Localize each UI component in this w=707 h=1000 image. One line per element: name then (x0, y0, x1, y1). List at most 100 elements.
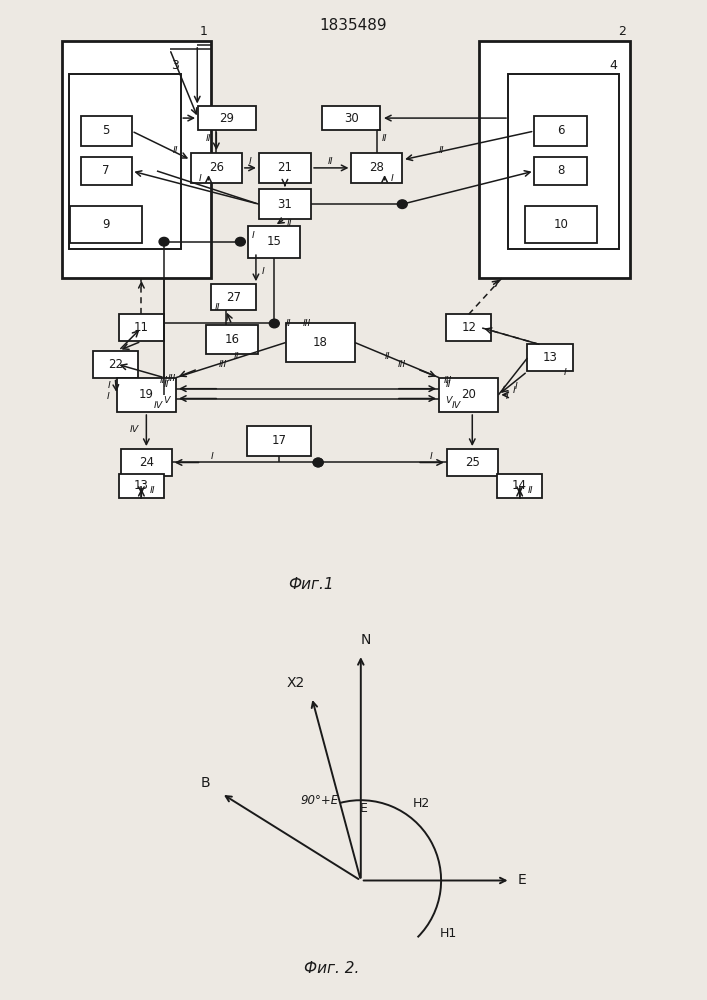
FancyBboxPatch shape (81, 116, 132, 146)
Text: 4: 4 (609, 59, 617, 72)
Text: 14: 14 (512, 479, 527, 492)
FancyBboxPatch shape (211, 284, 256, 310)
FancyBboxPatch shape (497, 474, 542, 498)
Text: X2: X2 (286, 676, 305, 690)
Text: 16: 16 (224, 333, 240, 346)
Text: II: II (385, 352, 390, 361)
Text: 13: 13 (134, 479, 149, 492)
Text: 30: 30 (344, 112, 358, 125)
Text: III: III (397, 360, 406, 369)
Text: II: II (439, 146, 445, 155)
Text: II: II (287, 219, 293, 228)
FancyBboxPatch shape (286, 323, 355, 362)
Text: 2: 2 (619, 25, 626, 38)
Text: N: N (361, 633, 371, 647)
Text: Фиг. 2.: Фиг. 2. (304, 961, 359, 976)
Text: I: I (262, 267, 264, 276)
Text: 31: 31 (277, 198, 293, 211)
Text: I: I (506, 392, 509, 401)
Text: 11: 11 (134, 321, 149, 334)
Text: 7: 7 (103, 164, 110, 177)
Text: I: I (391, 174, 394, 183)
Text: 20: 20 (461, 388, 477, 401)
Text: 12: 12 (461, 321, 477, 334)
FancyBboxPatch shape (62, 41, 211, 278)
FancyBboxPatch shape (69, 74, 181, 249)
FancyBboxPatch shape (439, 378, 498, 412)
Circle shape (159, 237, 169, 246)
Text: 18: 18 (312, 336, 328, 349)
Text: 29: 29 (219, 112, 235, 125)
FancyBboxPatch shape (121, 449, 172, 476)
Text: I: I (199, 174, 201, 183)
Text: 19: 19 (139, 388, 154, 401)
FancyBboxPatch shape (446, 314, 491, 341)
Circle shape (313, 458, 323, 467)
Text: 13: 13 (542, 351, 558, 364)
FancyBboxPatch shape (259, 153, 311, 183)
Text: 17: 17 (271, 434, 287, 447)
FancyBboxPatch shape (198, 106, 256, 130)
FancyBboxPatch shape (527, 344, 573, 371)
Text: III: III (303, 319, 311, 328)
Text: II: II (215, 303, 221, 312)
Circle shape (269, 319, 279, 328)
Text: II: II (328, 157, 334, 166)
Text: H2: H2 (413, 797, 430, 810)
Text: I: I (107, 392, 110, 401)
FancyBboxPatch shape (351, 153, 402, 183)
Text: II: II (445, 380, 451, 389)
Text: IV: IV (154, 401, 163, 410)
Text: IV: IV (452, 401, 461, 410)
FancyBboxPatch shape (191, 153, 242, 183)
FancyBboxPatch shape (534, 157, 587, 184)
Text: 21: 21 (277, 161, 293, 174)
Circle shape (235, 237, 245, 246)
Text: I: I (252, 231, 255, 240)
Text: 27: 27 (226, 291, 241, 304)
Circle shape (313, 458, 323, 467)
Text: II: II (173, 146, 178, 155)
Text: II: II (164, 380, 170, 389)
FancyBboxPatch shape (206, 325, 258, 354)
FancyBboxPatch shape (117, 378, 176, 412)
Text: E: E (359, 802, 368, 815)
Text: 5: 5 (103, 124, 110, 137)
FancyBboxPatch shape (479, 41, 630, 278)
Text: 10: 10 (553, 218, 568, 231)
FancyBboxPatch shape (119, 474, 164, 498)
Text: IV: IV (129, 425, 139, 434)
Text: I: I (564, 368, 567, 377)
FancyBboxPatch shape (259, 189, 311, 219)
Text: II: II (206, 134, 211, 143)
Text: II: II (286, 319, 291, 328)
Text: II: II (234, 352, 240, 361)
Text: 28: 28 (369, 161, 385, 174)
Text: 8: 8 (557, 164, 564, 177)
Text: III: III (159, 376, 168, 385)
Text: I: I (513, 386, 515, 395)
FancyBboxPatch shape (93, 351, 138, 378)
Text: I: I (211, 452, 214, 461)
Text: 9: 9 (103, 218, 110, 231)
Circle shape (397, 200, 407, 208)
Text: 15: 15 (267, 235, 282, 248)
Text: I: I (515, 382, 518, 391)
Text: V: V (445, 396, 452, 405)
FancyBboxPatch shape (248, 226, 300, 258)
Text: 22: 22 (107, 358, 123, 371)
FancyBboxPatch shape (322, 106, 380, 130)
Text: II: II (149, 486, 155, 495)
Text: E: E (518, 874, 527, 888)
Text: I: I (249, 157, 252, 166)
Text: 6: 6 (557, 124, 564, 137)
Text: III: III (444, 376, 452, 385)
Text: 24: 24 (139, 456, 154, 469)
Text: 90°+E: 90°+E (300, 794, 339, 807)
Text: II: II (527, 486, 533, 495)
Text: H1: H1 (440, 927, 457, 940)
Text: 25: 25 (464, 456, 480, 469)
Text: II: II (382, 134, 387, 143)
FancyBboxPatch shape (247, 426, 311, 456)
FancyBboxPatch shape (70, 206, 142, 243)
